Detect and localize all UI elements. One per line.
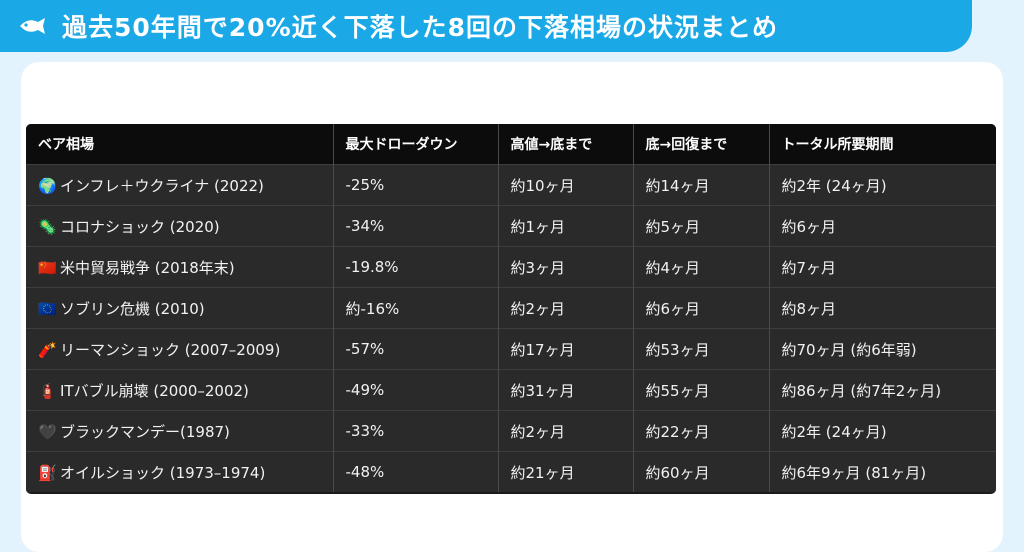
bear-market-label: リーマンショック (2007–2009) <box>60 340 281 359</box>
bottom-to-recovery-cell: 約6ヶ月 <box>633 287 770 329</box>
bear-market-cell: 🇪🇺 ソブリン危機 (2010) <box>26 287 334 329</box>
total-duration-cell: 約2年 (24ヶ月) <box>769 164 996 206</box>
drawdown-cell: -48% <box>333 451 499 492</box>
bear-market-cell: 🌍 インフレ＋ウクライナ (2022) <box>26 164 334 206</box>
peak-to-bottom-cell: 約10ヶ月 <box>498 164 634 206</box>
bottom-to-recovery-cell: 約53ヶ月 <box>633 328 770 370</box>
total-duration-cell: 約70ヶ月 (約6年弱) <box>769 328 996 370</box>
table-row: ⛽ オイルショック (1973–1974) -48% 約21ヶ月 約60ヶ月 約6… <box>26 451 996 492</box>
total-duration-cell: 約6年9ヶ月 (81ヶ月) <box>769 451 996 492</box>
col-header-peak-to-bottom: 高値→底まで <box>498 124 634 165</box>
firecracker-icon: 🧨 <box>38 340 57 359</box>
drawdown-cell: 約-16% <box>333 287 499 329</box>
peak-to-bottom-cell: 約21ヶ月 <box>498 451 634 492</box>
virus-icon: 🦠 <box>38 217 57 236</box>
drawdown-cell: -33% <box>333 410 499 452</box>
fire-extinguisher-icon: 🧯 <box>38 381 57 400</box>
page-title: 過去50年間で20%近く下落した8回の下落相場の状況まとめ <box>62 13 779 42</box>
bear-market-label: オイルショック (1973–1974) <box>60 463 266 482</box>
drawdown-cell: -19.8% <box>333 246 499 288</box>
bottom-to-recovery-cell: 約14ヶ月 <box>633 164 770 206</box>
bear-market-label: ブラックマンデー(1987) <box>60 422 230 441</box>
col-header-total-duration: トータル所要期間 <box>769 124 996 165</box>
drawdown-cell: -34% <box>333 205 499 247</box>
bear-market-label: インフレ＋ウクライナ (2022) <box>60 176 264 195</box>
bear-market-table: ベア相場 最大ドローダウン 高値→底まで 底→回復まで トータル所要期間 🌍 イン… <box>26 124 996 494</box>
total-duration-cell: 約7ヶ月 <box>769 246 996 288</box>
table-row: 🇨🇳 米中貿易戦争 (2018年末) -19.8% 約3ヶ月 約4ヶ月 約7ヶ月 <box>26 246 996 288</box>
col-header-max-drawdown: 最大ドローダウン <box>333 124 499 165</box>
table-row: 🧯 ITバブル崩壊 (2000–2002) -49% 約31ヶ月 約55ヶ月 約8… <box>26 369 996 411</box>
peak-to-bottom-cell: 約1ヶ月 <box>498 205 634 247</box>
drawdown-cell: -25% <box>333 164 499 206</box>
total-duration-cell: 約8ヶ月 <box>769 287 996 329</box>
peak-to-bottom-cell: 約31ヶ月 <box>498 369 634 411</box>
bear-market-cell: 🖤 ブラックマンデー(1987) <box>26 410 334 452</box>
bear-market-cell: 🧯 ITバブル崩壊 (2000–2002) <box>26 369 334 411</box>
china-flag-icon: 🇨🇳 <box>38 258 57 277</box>
bear-market-cell: ⛽ オイルショック (1973–1974) <box>26 451 334 492</box>
title-banner: 過去50年間で20%近く下落した8回の下落相場の状況まとめ <box>0 0 972 52</box>
black-heart-icon: 🖤 <box>38 422 57 441</box>
col-header-bottom-to-recovery: 底→回復まで <box>633 124 770 165</box>
table-row: 🌍 インフレ＋ウクライナ (2022) -25% 約10ヶ月 約14ヶ月 約2年 … <box>26 164 996 206</box>
bottom-to-recovery-cell: 約4ヶ月 <box>633 246 770 288</box>
table-header-row: ベア相場 最大ドローダウン 高値→底まで 底→回復まで トータル所要期間 <box>26 124 996 165</box>
bottom-to-recovery-cell: 約60ヶ月 <box>633 451 770 492</box>
table-row: 🦠 コロナショック (2020) -34% 約1ヶ月 約5ヶ月 約6ヶ月 <box>26 205 996 247</box>
bear-market-label: コロナショック (2020) <box>60 217 220 236</box>
peak-to-bottom-cell: 約2ヶ月 <box>498 410 634 452</box>
total-duration-cell: 約6ヶ月 <box>769 205 996 247</box>
bear-market-label: ITバブル崩壊 (2000–2002) <box>60 381 249 400</box>
bear-market-cell: 🇨🇳 米中貿易戦争 (2018年末) <box>26 246 334 288</box>
bear-market-cell: 🧨 リーマンショック (2007–2009) <box>26 328 334 370</box>
bottom-to-recovery-cell: 約55ヶ月 <box>633 369 770 411</box>
bear-market-cell: 🦠 コロナショック (2020) <box>26 205 334 247</box>
total-duration-cell: 約2年 (24ヶ月) <box>769 410 996 452</box>
bottom-to-recovery-cell: 約22ヶ月 <box>633 410 770 452</box>
globe-icon: 🌍 <box>38 176 57 195</box>
table-row: 🧨 リーマンショック (2007–2009) -57% 約17ヶ月 約53ヶ月 約… <box>26 328 996 370</box>
col-header-bear-market: ベア相場 <box>26 124 334 165</box>
table-row: 🖤 ブラックマンデー(1987) -33% 約2ヶ月 約22ヶ月 約2年 (24ヶ… <box>26 410 996 452</box>
peak-to-bottom-cell: 約2ヶ月 <box>498 287 634 329</box>
fish-icon <box>16 14 50 38</box>
peak-to-bottom-cell: 約3ヶ月 <box>498 246 634 288</box>
peak-to-bottom-cell: 約17ヶ月 <box>498 328 634 370</box>
table-row: 🇪🇺 ソブリン危機 (2010) 約-16% 約2ヶ月 約6ヶ月 約8ヶ月 <box>26 287 996 329</box>
bear-market-label: 米中貿易戦争 (2018年末) <box>60 258 235 277</box>
drawdown-cell: -57% <box>333 328 499 370</box>
fuel-pump-icon: ⛽ <box>38 463 57 482</box>
bear-market-label: ソブリン危機 (2010) <box>60 299 205 318</box>
drawdown-cell: -49% <box>333 369 499 411</box>
eu-flag-icon: 🇪🇺 <box>38 299 57 318</box>
total-duration-cell: 約86ヶ月 (約7年2ヶ月) <box>769 369 996 411</box>
bottom-to-recovery-cell: 約5ヶ月 <box>633 205 770 247</box>
